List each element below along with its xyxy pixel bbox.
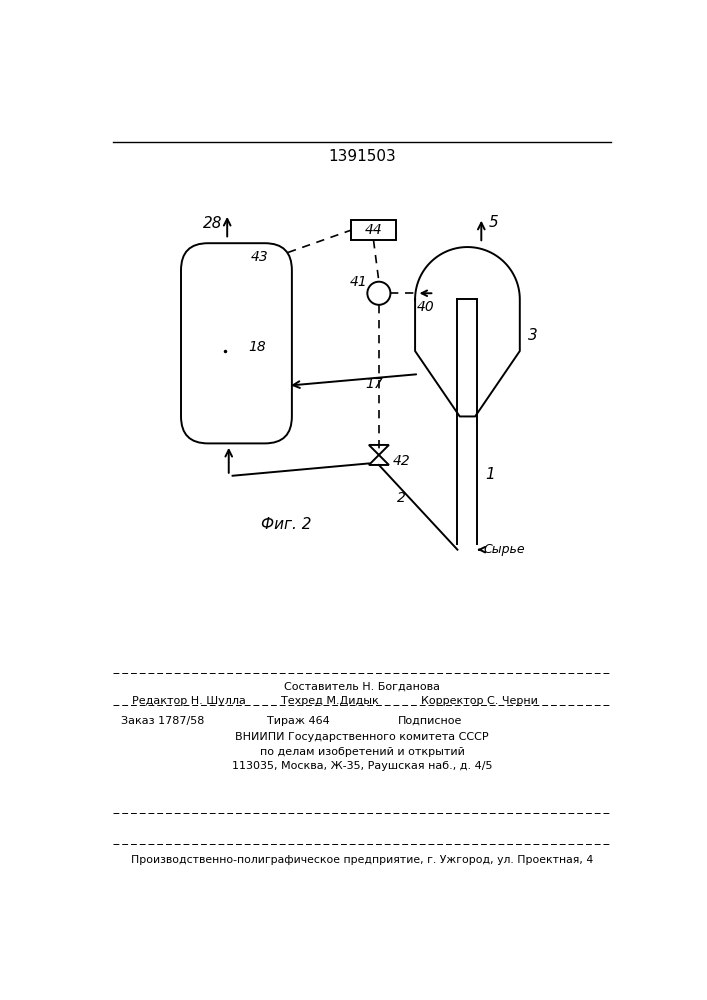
Text: 113035, Москва, Ж-35, Раушская наб., д. 4/5: 113035, Москва, Ж-35, Раушская наб., д. … — [232, 761, 492, 771]
Text: по делам изобретений и открытий: по делам изобретений и открытий — [259, 747, 464, 757]
Text: Корректор С. Черни: Корректор С. Черни — [421, 696, 538, 706]
Text: 44: 44 — [365, 223, 382, 237]
Text: 18: 18 — [248, 340, 266, 354]
Circle shape — [368, 282, 390, 305]
Text: 5: 5 — [489, 215, 498, 230]
Text: 1: 1 — [485, 467, 495, 482]
Text: ВНИИПИ Государственного комитета СССР: ВНИИПИ Государственного комитета СССР — [235, 732, 489, 742]
Text: Сырье: Сырье — [484, 543, 525, 556]
Text: 43: 43 — [250, 250, 268, 264]
Text: Техред М.Дидык: Техред М.Дидык — [281, 696, 379, 706]
Text: 1391503: 1391503 — [328, 149, 396, 164]
Text: Производственно-полиграфическое предприятие, г. Ужгород, ул. Проектная, 4: Производственно-полиграфическое предприя… — [131, 855, 593, 865]
Text: Редактор Н. Шулла: Редактор Н. Шулла — [132, 696, 246, 706]
Text: Составитель Н. Богданова: Составитель Н. Богданова — [284, 682, 440, 692]
FancyBboxPatch shape — [181, 243, 292, 443]
Text: 2: 2 — [397, 491, 406, 505]
Text: 41: 41 — [350, 275, 368, 289]
Bar — [351, 220, 396, 240]
Text: Заказ 1787/58: Заказ 1787/58 — [121, 716, 204, 726]
Polygon shape — [369, 445, 389, 455]
Text: Тираж 464: Тираж 464 — [267, 716, 330, 726]
Text: 42: 42 — [393, 454, 411, 468]
Text: 17: 17 — [365, 377, 382, 391]
Text: 40: 40 — [416, 300, 434, 314]
Polygon shape — [369, 455, 389, 465]
Text: Фиг. 2: Фиг. 2 — [262, 517, 312, 532]
Text: 28: 28 — [203, 216, 222, 231]
Text: 3: 3 — [527, 328, 537, 343]
Text: Подписное: Подписное — [398, 716, 462, 726]
